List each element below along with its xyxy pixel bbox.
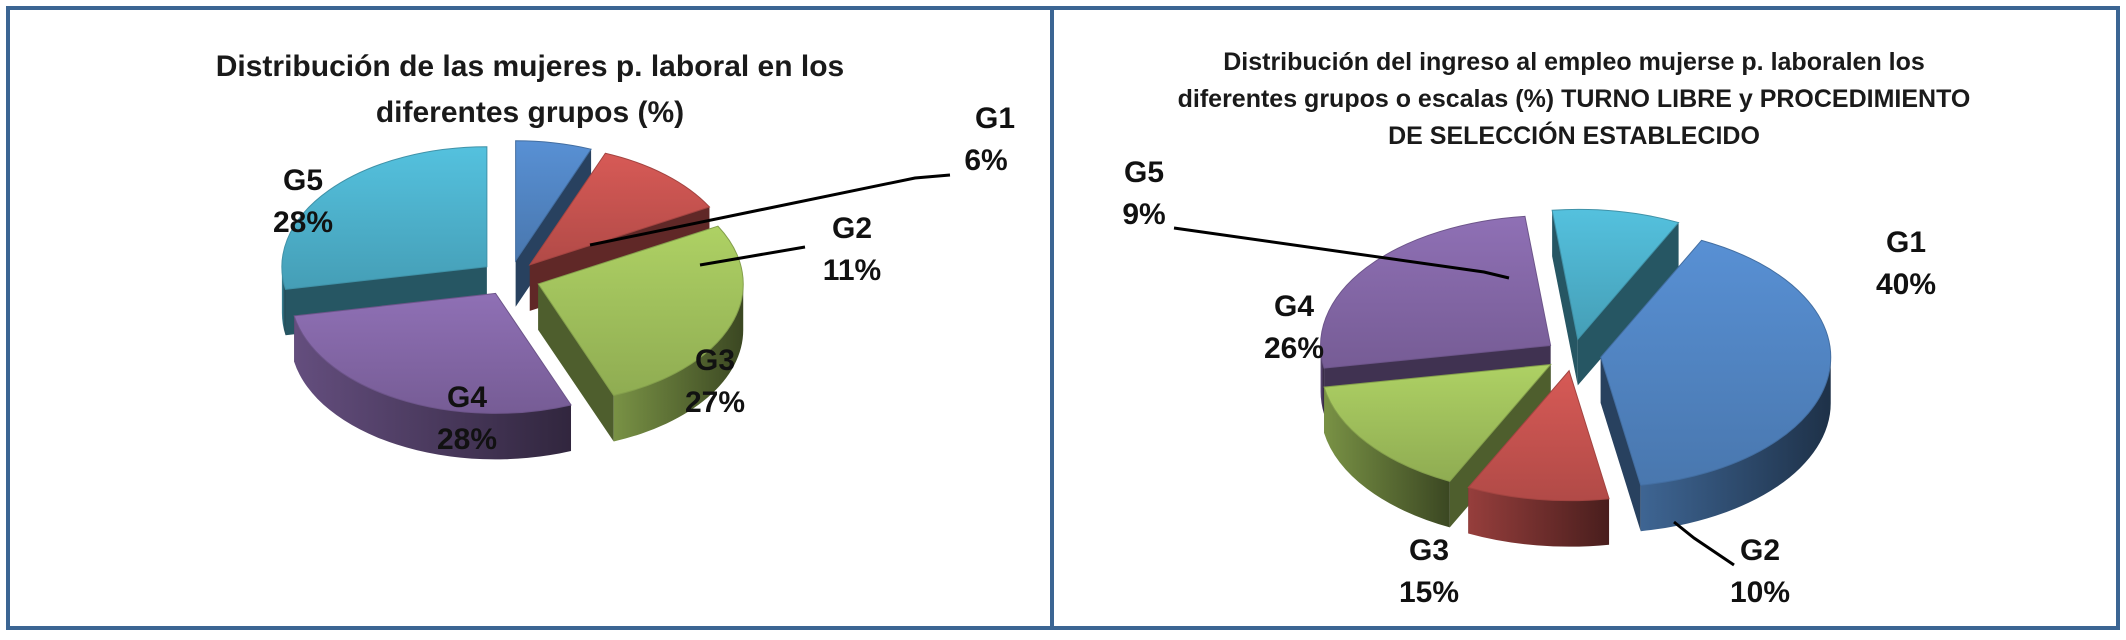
slice-value-label: 28% [437, 423, 497, 456]
leader-line-g2 [699, 245, 806, 267]
slice-value-label: 6% [964, 144, 1007, 177]
slice-g4 [293, 292, 572, 414]
slice-value-label: 11% [823, 254, 881, 287]
leader-line-g5 [1173, 226, 1510, 280]
pie-chart-left: Distribución de las mujeres p. laboral e… [216, 50, 1015, 460]
chart-title: Distribución de las mujeres p. laboral e… [216, 50, 845, 129]
chart-panel-right: Distribución del ingreso al empleo mujer… [1050, 6, 2120, 630]
leader-line-g1 [589, 173, 951, 247]
slice-value-label: 27% [685, 386, 745, 419]
slice-category-label: G2 [832, 212, 872, 245]
slice-g4 [1320, 215, 1552, 369]
slice-value-label: 10% [1730, 576, 1790, 609]
slice-g3 [537, 225, 744, 397]
slice-category-label: G1 [975, 102, 1015, 135]
slice-value-label: 15% [1399, 576, 1459, 609]
leader-line-g2 [1673, 520, 1735, 567]
slice-value-label: 9% [1122, 198, 1165, 231]
slice-g5 [1551, 208, 1680, 341]
slice-category-label: G5 [1124, 156, 1164, 189]
slice-g1 [1600, 239, 1832, 486]
slice-category-label: G4 [1274, 290, 1314, 323]
slice-value-label: 26% [1264, 332, 1324, 365]
slice-category-label: G4 [447, 381, 487, 414]
chart-panel-left: Distribución de las mujeres p. laboral e… [6, 6, 1056, 630]
slice-category-label: G2 [1740, 534, 1780, 567]
slice-side-g5 [1552, 210, 1679, 386]
slice-category-label: G1 [1886, 226, 1926, 259]
slice-category-label: G3 [695, 344, 735, 377]
pie-chart-right: Distribución del ingreso al empleo mujer… [1122, 48, 1971, 609]
slice-category-label: G5 [283, 164, 323, 197]
slice-category-label: G3 [1409, 534, 1449, 567]
slice-g1 [515, 140, 592, 263]
slice-g3 [1323, 363, 1552, 482]
slice-value-label: 28% [273, 206, 333, 239]
slice-g2 [528, 152, 711, 266]
slice-value-label: 40% [1876, 268, 1936, 301]
slice-g2 [1467, 369, 1610, 502]
slice-g5 [281, 146, 488, 290]
chart-title: Distribución del ingreso al empleo mujer… [1178, 48, 1971, 150]
